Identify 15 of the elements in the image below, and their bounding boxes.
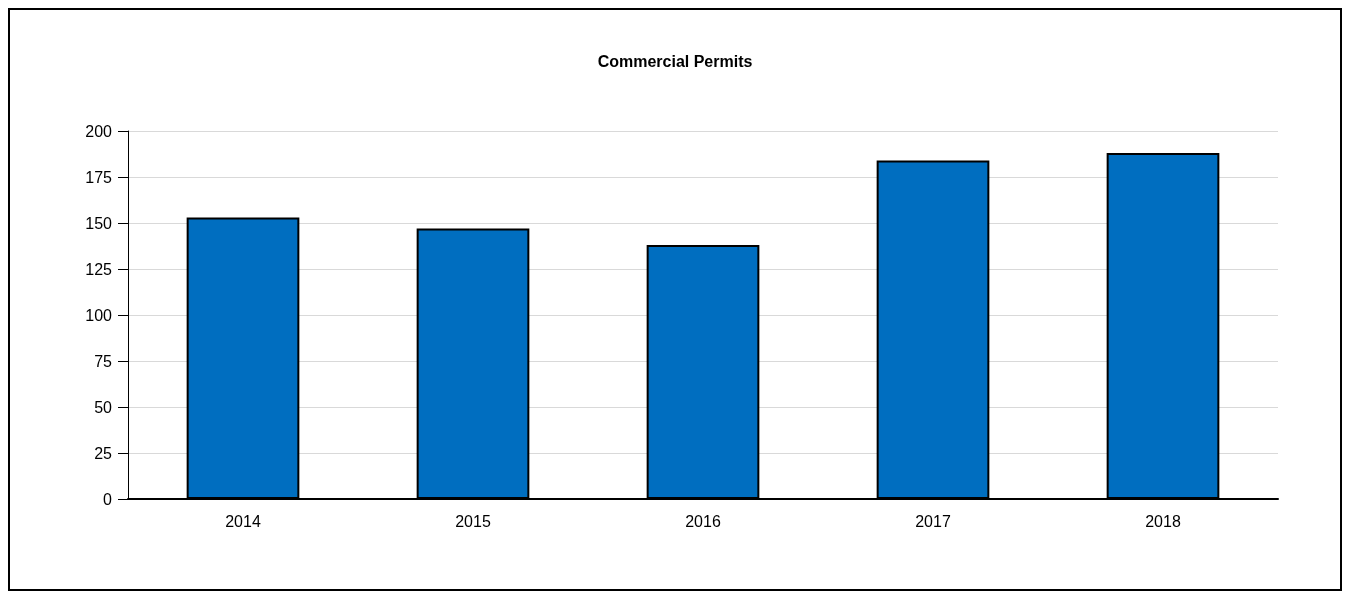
- y-tick-label: 75: [94, 352, 113, 370]
- x-tick-label: 2017: [915, 512, 951, 530]
- y-tick-label: 125: [85, 260, 113, 278]
- x-tick-label: 2014: [225, 512, 261, 530]
- chart-title: Commercial Permits: [597, 52, 753, 70]
- y-tick-label: 50: [94, 398, 113, 416]
- y-tick-label: 150: [85, 214, 113, 232]
- y-tick-label: 0: [103, 490, 113, 508]
- x-tick-label: 2016: [685, 512, 721, 530]
- y-tick-label: 25: [94, 444, 113, 462]
- x-tick-label: 2015: [455, 512, 491, 530]
- y-tick-label: 100: [85, 306, 113, 324]
- y-tick-label: 200: [85, 122, 113, 140]
- y-tick-label: 175: [85, 168, 113, 186]
- x-tick-label: 2018: [1145, 512, 1181, 530]
